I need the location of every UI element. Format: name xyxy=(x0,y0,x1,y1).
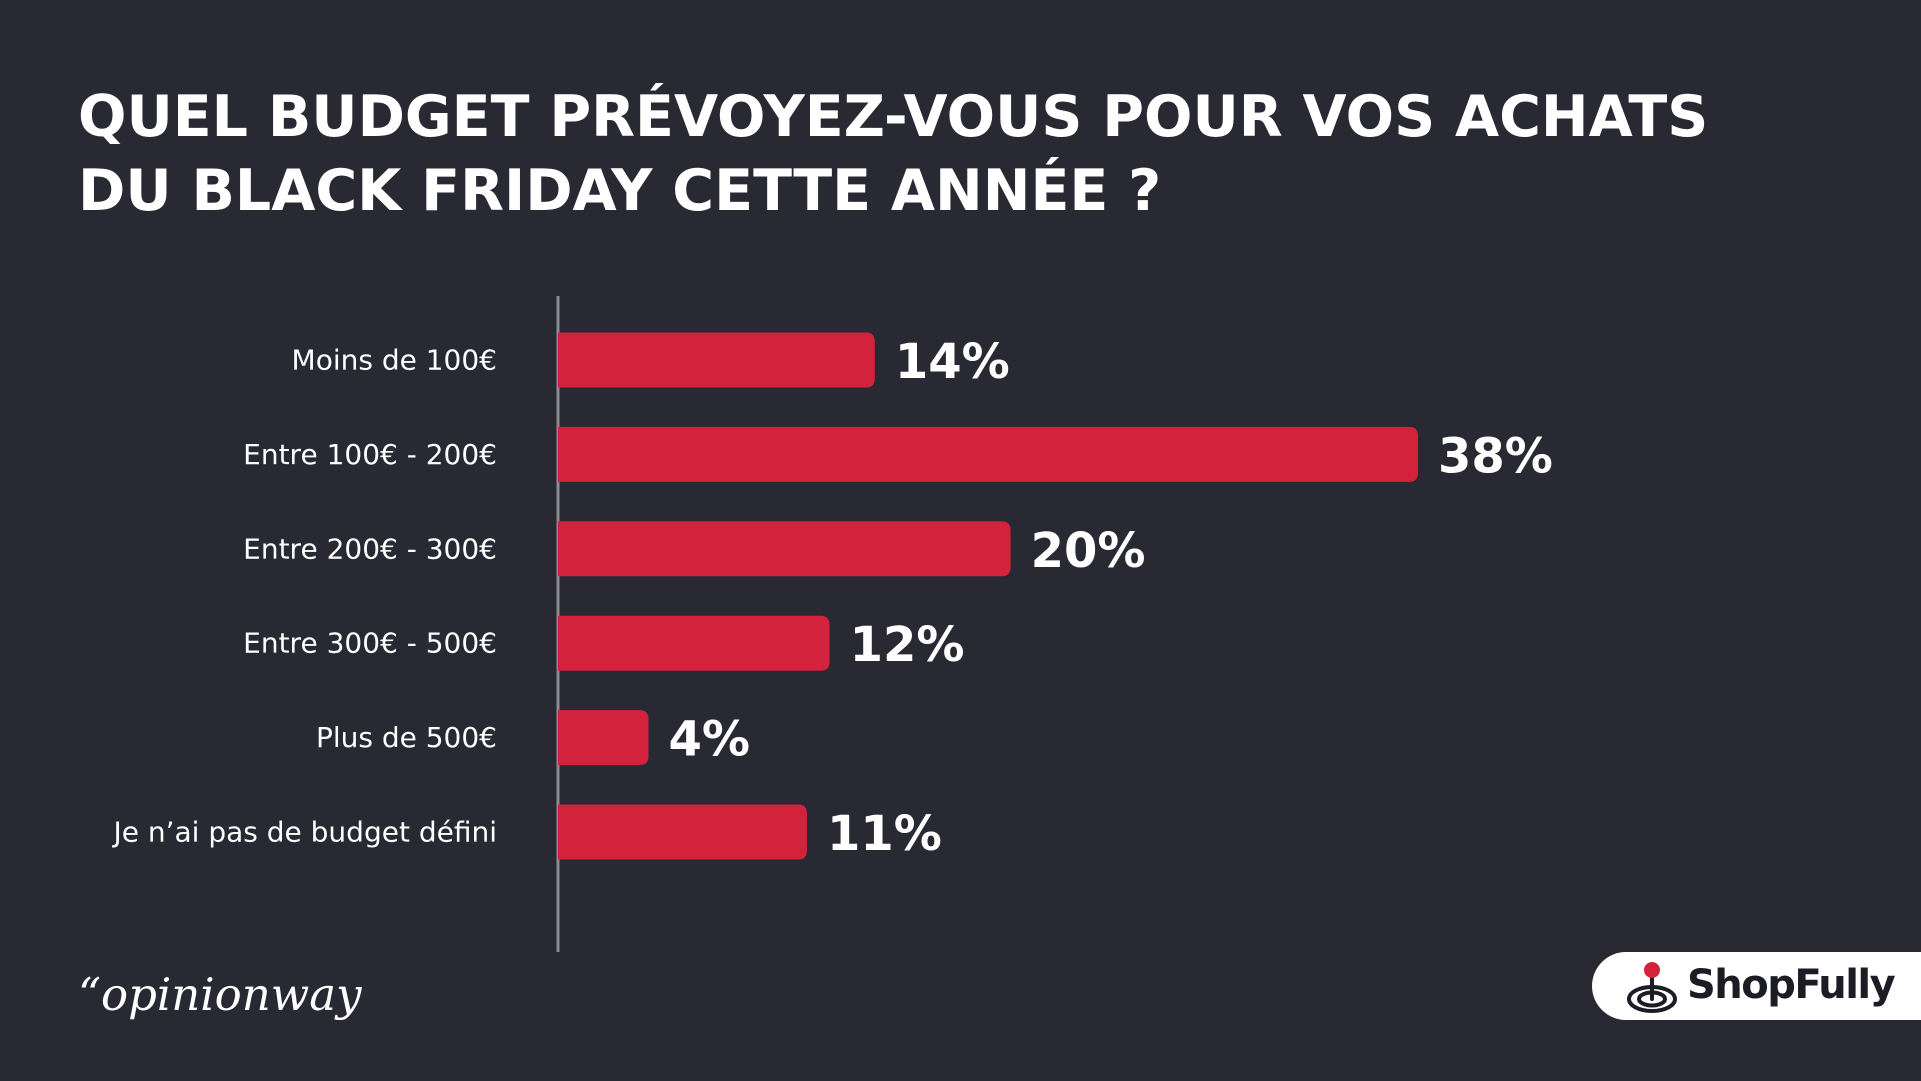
value-label-2: 38% xyxy=(1438,428,1553,484)
category-label-3: Entre 200€ - 300€ xyxy=(243,532,497,565)
category-label-2: Entre 100€ - 200€ xyxy=(243,438,497,471)
value-label-1: 14% xyxy=(895,334,1010,390)
value-label-4: 12% xyxy=(850,617,965,673)
brand-badge: ShopFully xyxy=(1592,952,1921,1020)
value-label-3: 20% xyxy=(1031,523,1146,579)
chart-title-line-1: QUEL BUDGET PRÉVOYEZ-VOUS POUR VOS ACHAT… xyxy=(78,84,1709,150)
bar-4 xyxy=(558,615,830,671)
chart-title: QUEL BUDGET PRÉVOYEZ-VOUS POUR VOS ACHAT… xyxy=(78,80,1878,228)
bar-5 xyxy=(558,710,649,766)
category-label-5: Plus de 500€ xyxy=(316,721,497,754)
category-label-4: Entre 300€ - 500€ xyxy=(243,627,497,660)
bar-3 xyxy=(558,521,1011,577)
target-pin-icon xyxy=(1627,962,1677,1013)
category-label-1: Moins de 100€ xyxy=(292,344,497,377)
bar-1 xyxy=(558,332,875,388)
brand-name: ShopFully xyxy=(1687,962,1896,1008)
value-label-5: 4% xyxy=(669,712,751,768)
category-label-6: Je n’ai pas de budget défini xyxy=(111,816,497,849)
value-label-6: 11% xyxy=(827,806,942,862)
chart-title-line-2: DU BLACK FRIDAY CETTE ANNÉE ? xyxy=(78,158,1162,224)
source-logo-opinionway: “opinionway xyxy=(78,968,362,1021)
bar-2 xyxy=(558,426,1418,482)
bar-6 xyxy=(558,804,807,860)
